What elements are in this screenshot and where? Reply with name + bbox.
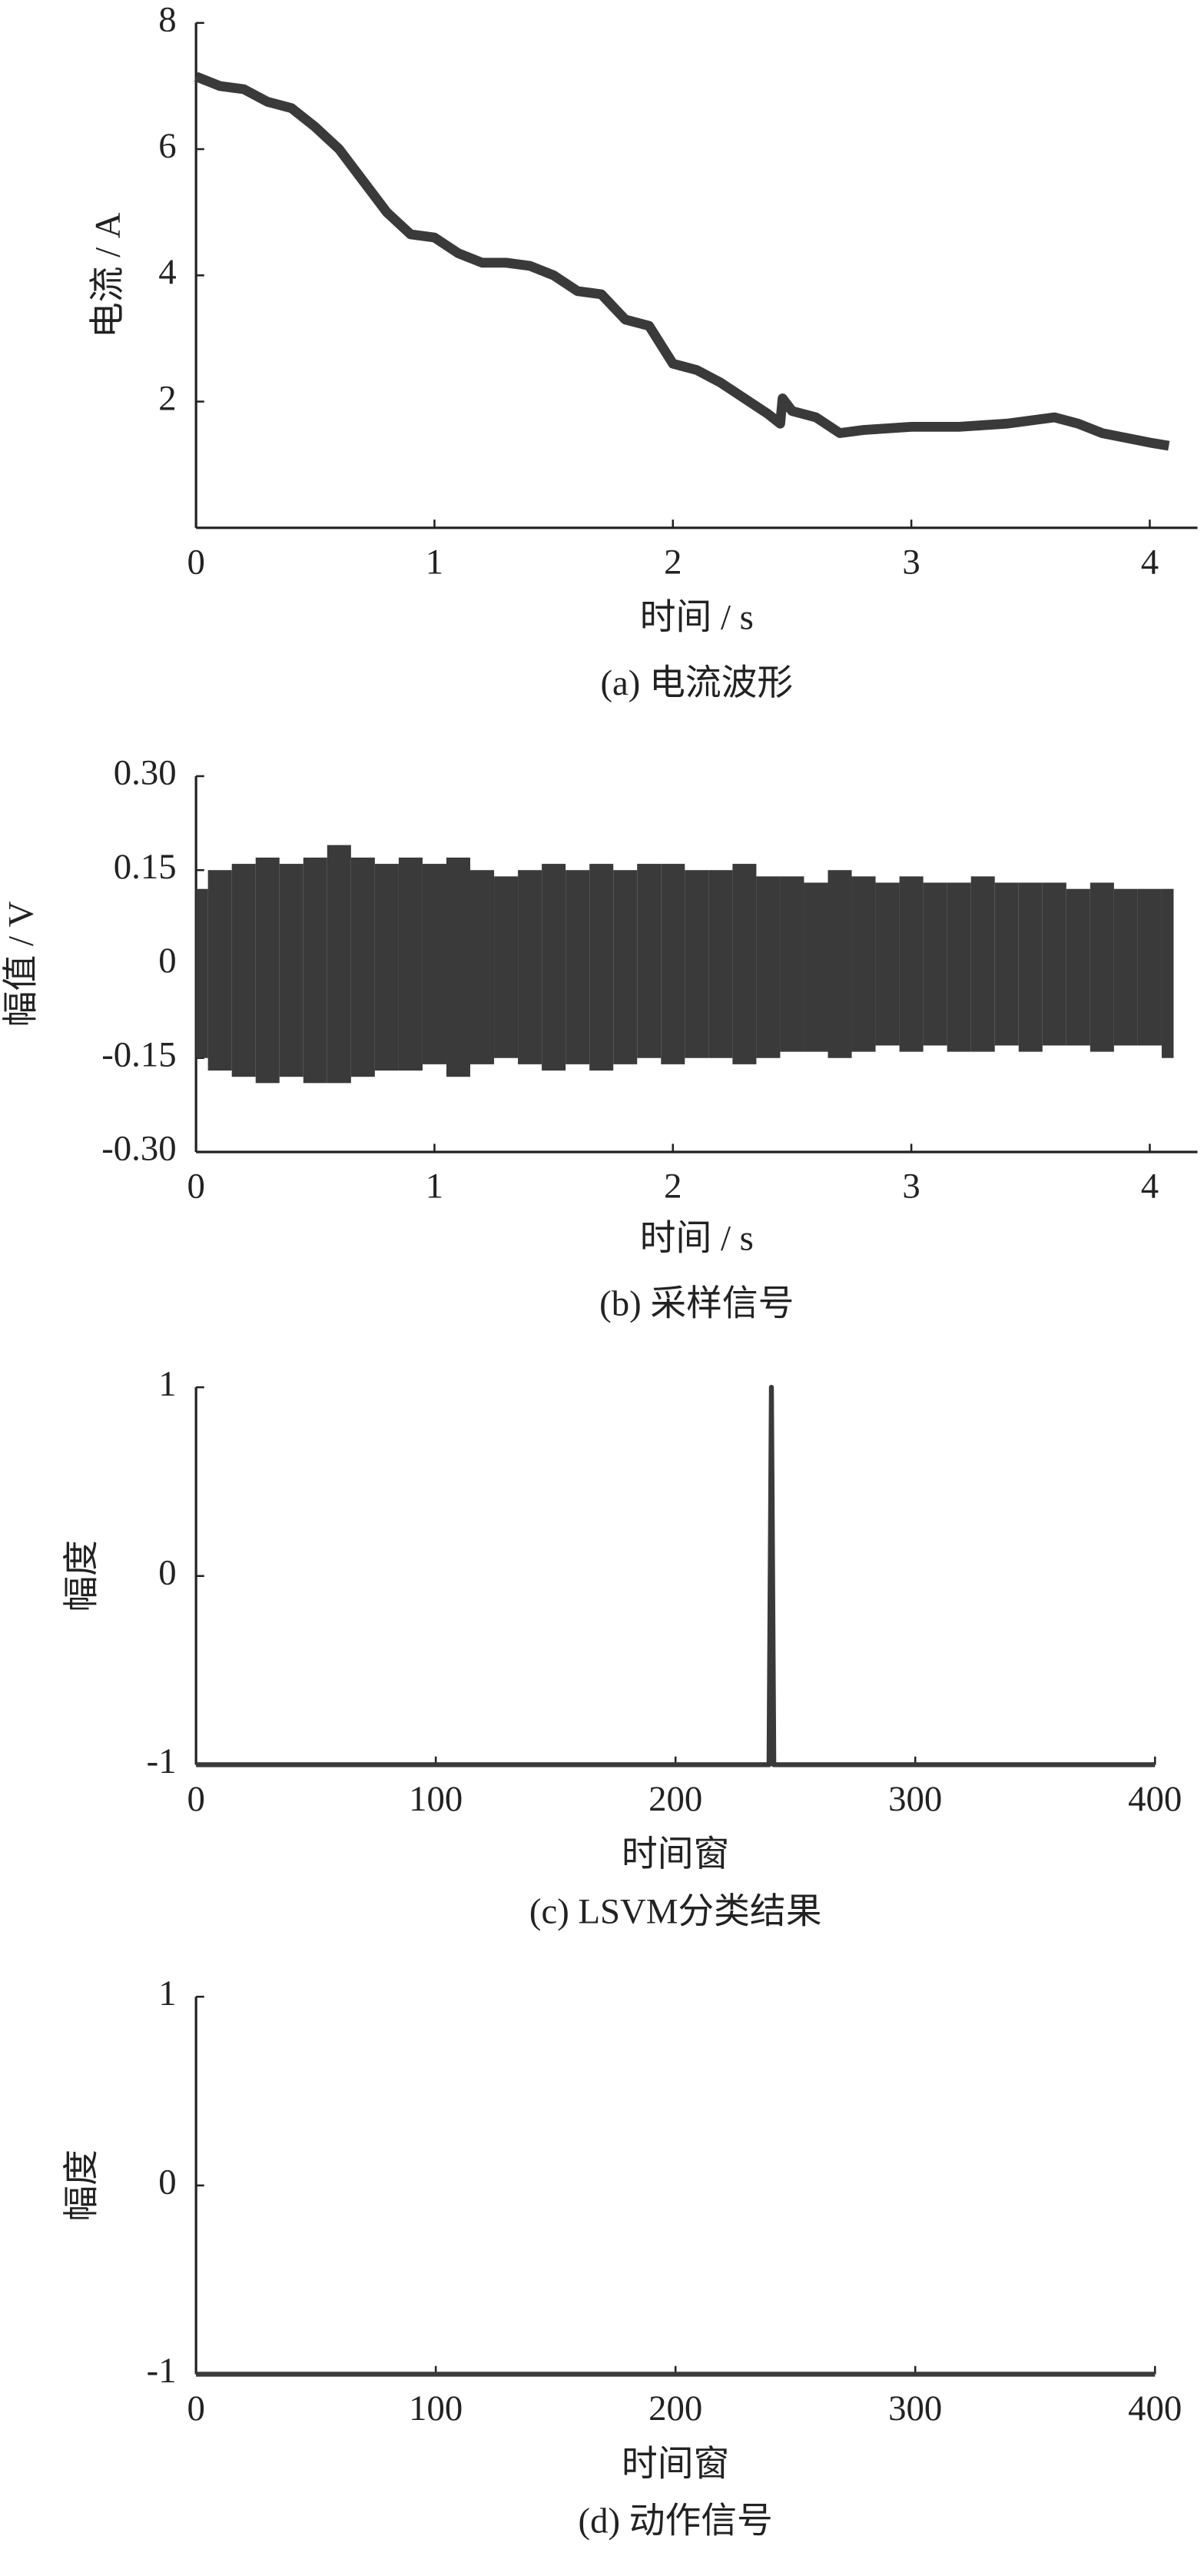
data-line (196, 1384, 1156, 1768)
signal-band (1113, 888, 1138, 1046)
signal-band (327, 845, 351, 1084)
signal-band (422, 864, 446, 1064)
x-tick-label: 200 (648, 1779, 702, 1819)
y-tick-label: 0 (158, 941, 176, 981)
caption: (d) 动作信号 (579, 2501, 773, 2541)
y-tick-label: 6 (158, 126, 176, 166)
signal-band (1066, 888, 1090, 1046)
signal-band (851, 876, 876, 1052)
signal-band (566, 870, 590, 1064)
y-tick-label: 0.30 (114, 753, 177, 793)
signal-band (398, 857, 423, 1071)
y-axis-label: 幅度 (61, 2149, 101, 2222)
x-axis-label: 时间窗 (622, 1834, 729, 1874)
signal-band (1018, 882, 1043, 1052)
x-tick-label: 400 (1128, 1779, 1182, 1819)
signal-band (231, 864, 256, 1077)
y-tick-label: 2 (158, 378, 176, 418)
x-tick-label: 0 (187, 542, 204, 582)
x-tick-label: 3 (902, 542, 920, 582)
data-line (194, 71, 1170, 451)
signal-band (804, 882, 828, 1052)
signal-band (255, 857, 280, 1084)
x-tick-label: 100 (409, 2388, 463, 2428)
signal-band (1161, 888, 1174, 1058)
signal-band (875, 882, 900, 1046)
signal-band (1137, 888, 1162, 1046)
signal-band (661, 864, 685, 1064)
signal-band (303, 857, 327, 1084)
x-tick-label: 1 (426, 1167, 443, 1207)
y-tick-label: 1 (158, 1364, 176, 1404)
signal-band (1090, 882, 1114, 1052)
x-tick-label: 0 (187, 1167, 204, 1207)
x-tick-label: 3 (902, 1167, 920, 1207)
signal-band (732, 864, 757, 1064)
x-tick-label: 0 (187, 2388, 204, 2428)
caption: (c) LSVM分类结果 (529, 1892, 822, 1932)
signal-band (350, 857, 375, 1077)
signal-band (970, 876, 995, 1052)
x-axis-label: 时间 / s (640, 598, 754, 638)
x-tick-label: 4 (1141, 542, 1159, 582)
x-tick-label: 0 (187, 1779, 204, 1819)
x-tick-label: 400 (1128, 2388, 1182, 2428)
signal-band (446, 857, 471, 1077)
signal-band (994, 882, 1019, 1046)
caption: (b) 采样信号 (599, 1284, 794, 1324)
signal-band (494, 876, 519, 1058)
y-tick-label: -0.15 (101, 1034, 176, 1074)
signal-band (542, 864, 566, 1071)
x-tick-label: 1 (426, 542, 443, 582)
y-axis-label: 幅度 (61, 1540, 101, 1612)
x-tick-label: 2 (664, 542, 682, 582)
signal-band (756, 876, 781, 1058)
signal-band (374, 864, 399, 1071)
signal-band (470, 870, 495, 1064)
y-tick-label: -0.30 (101, 1129, 176, 1169)
signal-band (196, 888, 208, 1058)
signal-band (1042, 882, 1066, 1046)
signal-band (828, 870, 852, 1058)
x-tick-label: 4 (1141, 1167, 1159, 1207)
y-axis-label: 幅值 / V (2, 901, 41, 1027)
x-axis-label: 时间 / s (640, 1219, 754, 1259)
y-tick-label: 0 (158, 1552, 176, 1592)
signal-band (947, 882, 971, 1052)
signal-band (518, 870, 542, 1064)
y-tick-label: 0.15 (114, 847, 177, 887)
y-tick-label: 4 (158, 252, 176, 292)
signal-band (637, 864, 662, 1058)
x-tick-label: 2 (664, 1167, 682, 1207)
y-axis-label: 电流 / A (88, 212, 128, 338)
signal-band (685, 870, 709, 1058)
x-axis-label: 时间窗 (622, 2444, 729, 2484)
signal-band (899, 876, 924, 1052)
signal-band (589, 864, 614, 1071)
y-tick-label: -1 (147, 1741, 177, 1781)
signal-band (923, 882, 947, 1046)
signal-band (207, 870, 232, 1071)
signal-band (279, 864, 303, 1077)
y-tick-label: -1 (147, 2351, 177, 2391)
signal-band (613, 870, 638, 1064)
y-tick-label: 0 (158, 2163, 176, 2203)
y-tick-label: 8 (158, 0, 176, 40)
signal-band (708, 870, 733, 1058)
signal-band (780, 876, 804, 1052)
x-tick-label: 100 (409, 1779, 463, 1819)
caption: (a) 电流波形 (600, 663, 793, 703)
x-tick-label: 200 (648, 2388, 702, 2428)
y-tick-label: 1 (158, 1973, 176, 2013)
x-tick-label: 300 (888, 2388, 942, 2428)
x-tick-label: 300 (888, 1779, 942, 1819)
